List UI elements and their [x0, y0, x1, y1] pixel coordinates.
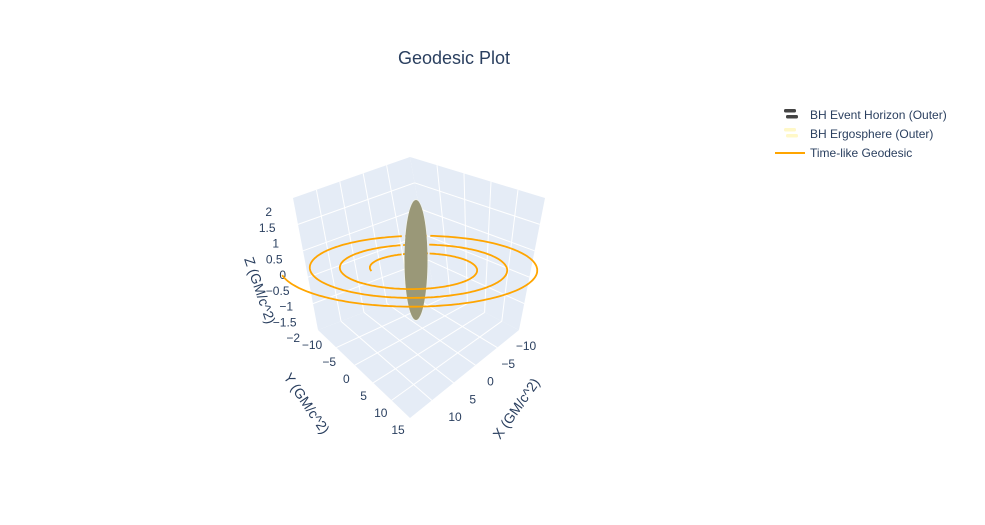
legend-label-geodesic: Time-like Geodesic [810, 146, 912, 160]
x-tick-label: 5 [469, 392, 476, 406]
grid-line-x-wall [484, 181, 492, 313]
grid-line-floor-b [391, 320, 503, 401]
z-tick-label: −2 [286, 331, 300, 345]
grid-line-y-wall [339, 181, 365, 313]
z-tick-label: 2 [265, 205, 272, 219]
x-tick-label: 10 [448, 410, 462, 424]
legend-item-ergosphere[interactable]: BH Ergosphere (Outer) [784, 127, 933, 141]
y-tick-label: 10 [374, 406, 388, 420]
grid-line-floor-a [340, 320, 433, 401]
z-tick-label: −1.5 [273, 315, 297, 329]
y-tick-label: 5 [360, 389, 367, 403]
grid-line-x-wall [501, 189, 519, 322]
bh-event-horizon-surface[interactable] [404, 200, 428, 320]
x-tick-label: −5 [501, 357, 515, 371]
x-axis-label: X (GM/c^2) [489, 375, 542, 442]
pane-left-wall [293, 157, 433, 330]
y-tick-label: −10 [302, 338, 323, 352]
grid-line-z-right [419, 208, 535, 252]
grid-line-floor-b [372, 311, 485, 384]
grid-line-floor-a [363, 312, 454, 384]
chart-title: Geodesic Plot [398, 48, 510, 68]
z-tick-label: 0.5 [266, 252, 283, 266]
legend-label-ergosphere: BH Ergosphere (Outer) [810, 127, 933, 141]
grid-line-floor-b [354, 303, 468, 366]
z-tick-label: −1 [279, 300, 293, 314]
grid-line-floor-a [409, 294, 498, 349]
z-tick-label: −0.5 [266, 284, 290, 298]
legend-item-event-horizon[interactable]: BH Event Horizon (Outer) [784, 108, 947, 122]
legend-item-geodesic[interactable]: Time-like Geodesic [775, 146, 912, 160]
legend-label-event-horizon: BH Event Horizon (Outer) [810, 108, 947, 122]
x-tick-label: −10 [516, 339, 537, 353]
pane-floor [318, 286, 519, 418]
z-tick-label: 1.5 [259, 221, 276, 235]
grid-line-z-left [297, 182, 415, 225]
grid-line-z-left [307, 233, 424, 278]
grid-line-z-right [423, 233, 530, 278]
surface-swatch-icon [784, 109, 798, 119]
x-tick-label: 0 [487, 375, 494, 389]
y-tick-label: 0 [343, 372, 350, 386]
y-tick-label: 15 [391, 423, 405, 437]
y-axis-label: Y (GM/c^2) [281, 370, 333, 437]
grid-line-floor-b [336, 294, 451, 349]
surface-swatch-icon [784, 128, 798, 138]
grid-line-z-right [428, 259, 525, 305]
z-tick-label: 1 [272, 237, 279, 251]
grid-line-z-left [302, 208, 420, 252]
grid-line-x-wall [436, 165, 451, 295]
x-axis-ticks: −10−5 05 10 [448, 339, 536, 424]
legend[interactable]: BH Event Horizon (Outer) BH Ergosphere (… [775, 108, 947, 160]
grid-line-floor-a [386, 303, 476, 366]
grid-line-z-right [414, 182, 540, 225]
geodesic-front-segment[interactable] [281, 234, 539, 308]
y-tick-label: −5 [322, 355, 336, 369]
